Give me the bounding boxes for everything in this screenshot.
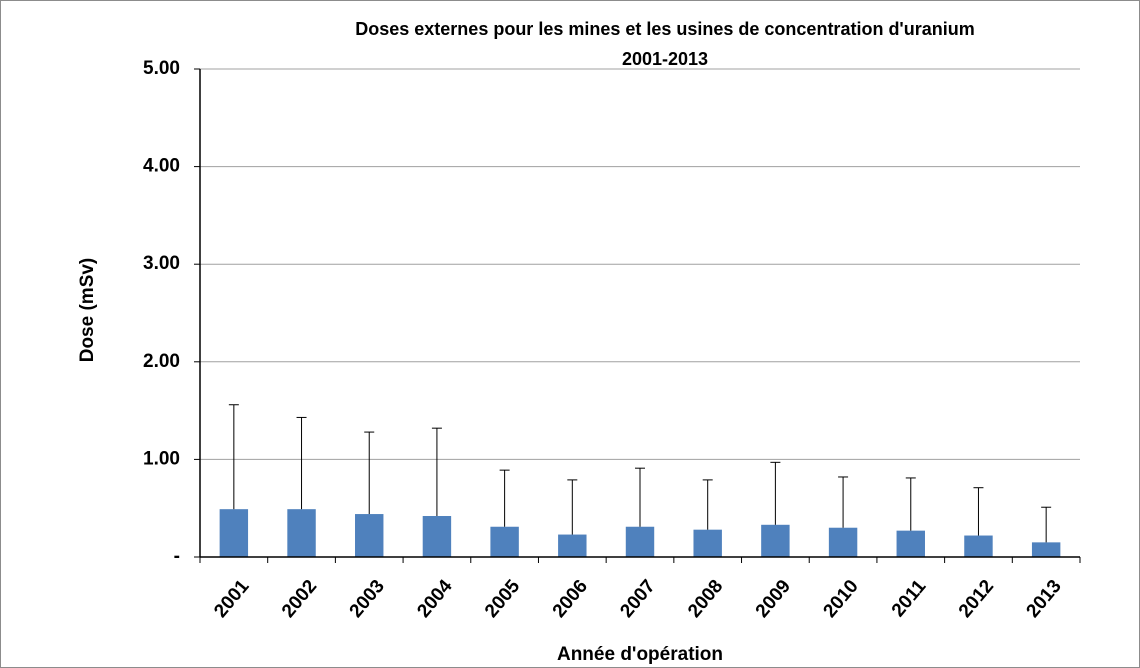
chart-title: Doses externes pour les mines et les usi… [355, 19, 974, 39]
bar [761, 524, 790, 557]
bar [1031, 542, 1061, 557]
bar [287, 509, 316, 557]
bar [896, 530, 925, 557]
x-axis-label: Année d'opération [557, 644, 723, 665]
y-tick-label: 1.00 [143, 448, 180, 469]
chart-subtitle: 2001-2013 [622, 49, 708, 69]
bar [828, 527, 858, 557]
y-tick-label: 5.00 [143, 58, 180, 79]
bar [422, 516, 452, 557]
y-tick-label: 2.00 [143, 351, 180, 372]
bar [625, 526, 655, 557]
y-tick-label: - [174, 546, 180, 567]
bar [693, 529, 722, 557]
bar [355, 514, 384, 557]
bar [490, 526, 519, 557]
bar [964, 535, 993, 557]
y-tick-label: 4.00 [143, 156, 180, 177]
y-tick-label: 3.00 [143, 253, 180, 274]
bar [558, 534, 587, 557]
y-axis-label: Dose (mSv) [77, 258, 98, 363]
bar [219, 509, 249, 557]
